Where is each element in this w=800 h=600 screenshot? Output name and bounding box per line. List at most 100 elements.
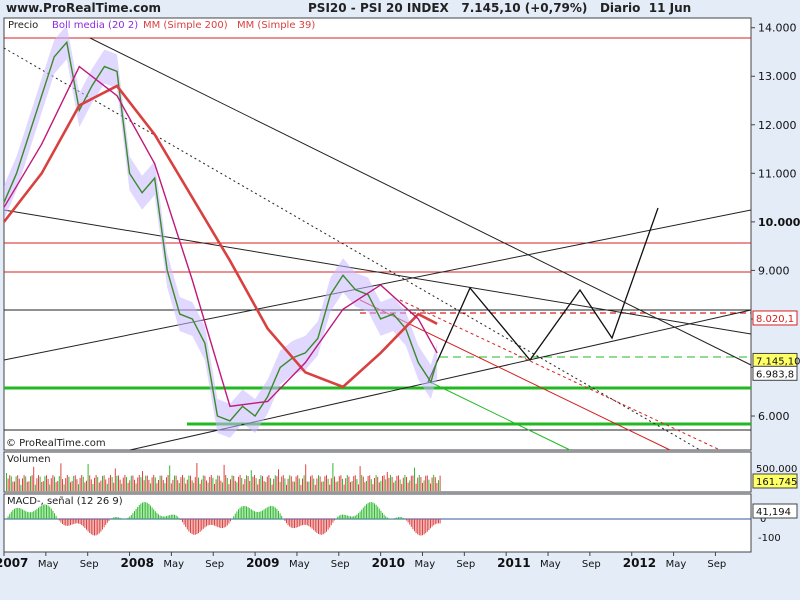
volume-bar [215,479,217,491]
volume-bar [313,478,315,491]
macd-bar [302,519,303,526]
macd-bar [322,519,324,535]
value-tag [752,503,798,519]
volume-bar [113,482,115,491]
green-trend-line [429,381,571,451]
macd-bar [378,508,380,519]
macd-bar [12,510,14,519]
volume-bar [150,483,151,491]
macd-bar [81,519,83,526]
volume-bar [239,475,241,491]
volume-bar [396,475,398,491]
macd-bar [118,517,119,519]
volume-bar [278,469,279,491]
volume-bar [175,475,177,491]
macd-bar [407,519,409,523]
volume-bar [202,475,204,491]
volume-bar [14,481,15,491]
volume-bar [92,483,94,491]
macd-bar [415,519,417,534]
volume-bar [70,482,71,491]
macd-bar [58,519,60,521]
volume-bar [398,475,399,491]
volume-bar [177,480,179,491]
x-tick-label: 2012 [623,556,656,570]
volume-bar [294,481,295,491]
volume-bar [268,475,270,491]
macd-bar [10,511,12,519]
volume-bar [430,483,431,491]
volume-bar [114,468,116,491]
macd-bar [14,508,15,519]
volume-bar [342,478,343,491]
volume-bar [95,475,97,491]
macd-bar [172,514,174,519]
volume-bar [118,475,119,491]
copyright: © ProRealTime.com [6,438,106,449]
volume-bar [434,477,436,491]
volume-bar [191,480,193,491]
volume-bar [316,478,318,491]
volume-bar [185,483,187,491]
macd-bar [244,506,246,519]
macd-tick-label: 0 [760,514,766,525]
volume-bar [410,475,412,491]
site-url[interactable]: www.ProRealTime.com [6,1,161,15]
top-bar: www.ProRealTime.com PSI20 - PSI 20 INDEX… [0,0,800,18]
macd-bar [306,519,308,526]
macd-bar [265,508,267,519]
volume-bar [412,475,414,491]
macd-bar [420,519,422,536]
macd-bar [129,516,131,519]
volume-bar [60,463,62,491]
volume-bar [172,479,174,491]
macd-bar [60,519,62,523]
macd-bar [396,517,398,519]
volume-bar [103,475,105,491]
macd-bar [385,516,387,519]
volume-bar [332,463,334,491]
macd-bar [97,519,99,535]
volume-bar [394,480,396,491]
volume-bar [260,475,262,491]
volume-bar [90,479,92,491]
volume-bar [55,482,57,491]
macd-bar [361,509,363,519]
macd-bar [290,519,292,528]
x-tick-label: May [540,559,561,570]
macd-bar [215,519,217,527]
macd-bar [119,517,121,519]
macd-bar [111,518,113,519]
volume-bar [65,478,67,491]
volume-bar [166,477,167,491]
macd-bar [154,511,156,519]
macd-bar [143,502,145,519]
volume-bar [207,482,209,491]
volume-bar [279,481,281,491]
volume-bar [230,479,231,491]
volume-bar [218,475,220,491]
volume-bar [119,479,121,491]
volume-bar [234,480,236,491]
macd-bar [102,519,103,530]
volume-bar [138,475,140,491]
dotted-trend-line [3,47,701,451]
macd-bar [41,505,43,519]
volume-bar [25,476,27,491]
volume-bar [33,466,35,491]
macd-bar [33,511,35,519]
y-tick-label: 9.000 [758,264,790,277]
macd-bar [348,516,350,519]
macd-bar [225,519,227,527]
macd-bars [4,502,751,536]
macd-bar [233,516,235,519]
volume-bar [303,475,305,491]
volume-bar [414,467,415,491]
macd-bar [100,519,102,532]
macd-bar [329,519,331,528]
volume-bar [122,477,124,491]
macd-bar [207,519,209,526]
macd-bar [66,519,68,526]
uptrend-line [3,209,752,361]
volume-bar [338,476,340,491]
